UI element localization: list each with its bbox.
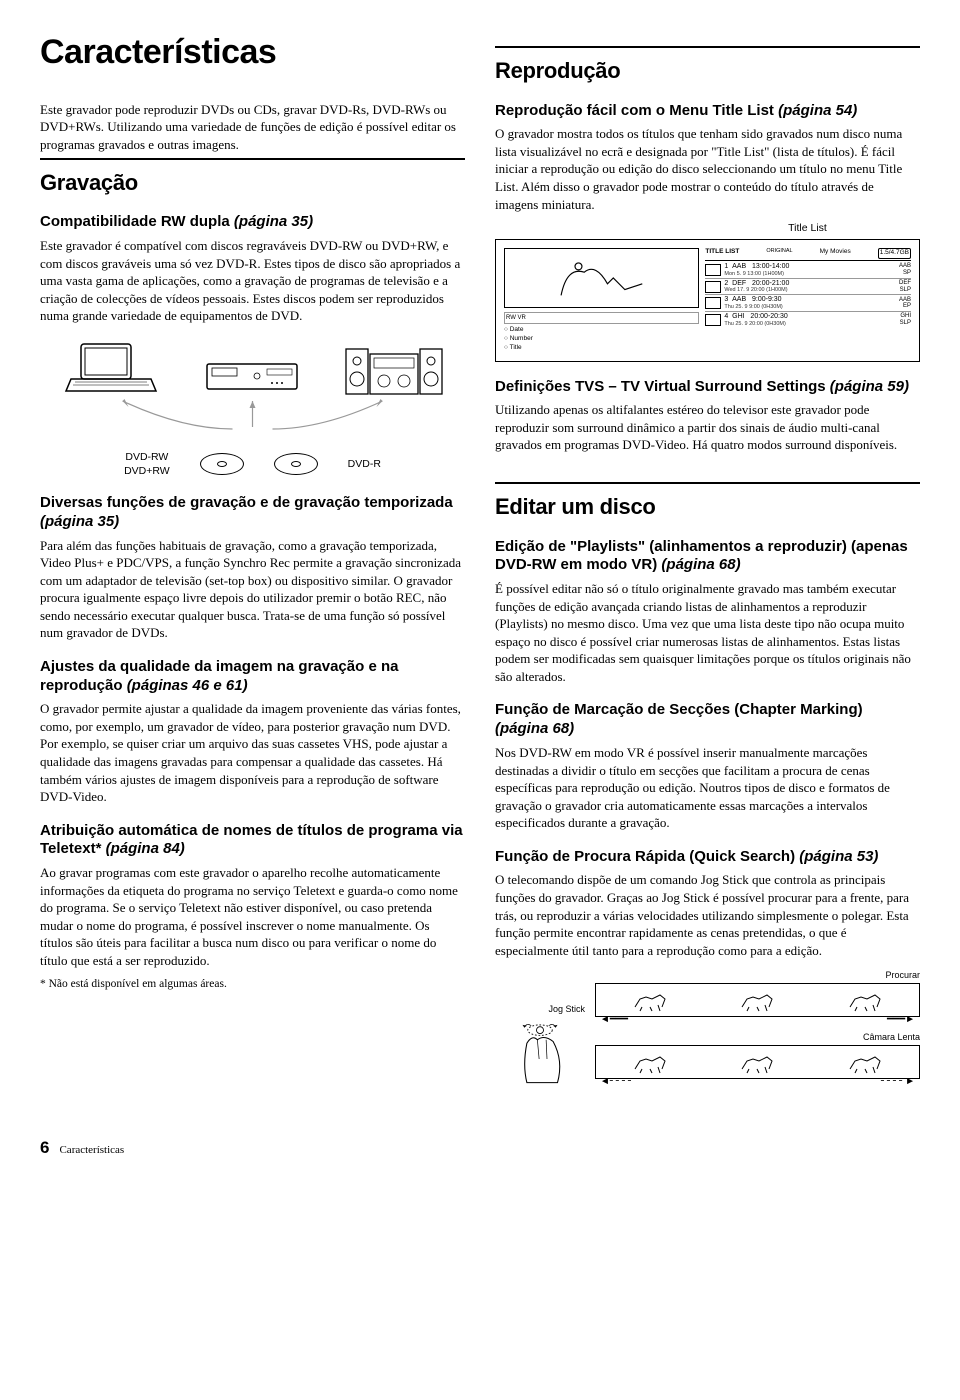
laptop-icon — [61, 339, 161, 399]
tvs-pageref: (página 59) — [830, 378, 909, 395]
left-column: Este gravador pode reproduzir DVDs ou CD… — [40, 196, 465, 1088]
horse-icon — [630, 987, 670, 1013]
teletext-title: Atribuição automática de nomes de título… — [40, 822, 463, 858]
editar-heading: Editar um disco — [495, 492, 920, 522]
tl-sort-date: ○ Date — [504, 326, 699, 335]
tl-row: 3 AAB 9:00-9:30 Thu 25. 9 9:00 (0H30M) A… — [705, 294, 911, 311]
diversas-subhead: Diversas funções de gravação e de gravaç… — [40, 494, 465, 532]
qualidade-subhead: Ajustes da qualidade da imagem na gravaç… — [40, 658, 465, 696]
tl-header-right: My Movies — [820, 248, 851, 259]
jog-right-col: Procurar ◄━━━ ━━━► Câmara Lenta ◄╴╴╴╴ ╴╴… — [595, 969, 920, 1087]
section-divider — [40, 158, 465, 160]
tl-main-thumb — [504, 248, 699, 308]
reproducao-heading: Reprodução — [495, 56, 920, 86]
tl-sort-title: ○ Title — [504, 344, 699, 353]
dvdr-label: DVD-R — [348, 457, 381, 471]
horse-icon — [630, 1049, 670, 1075]
camara-label: Câmara Lenta — [595, 1031, 920, 1043]
playlists-subhead: Edição de "Playlists" (alinhamentos a re… — [495, 538, 920, 576]
quick-body: O telecomando dispõe de um comando Jog S… — [495, 871, 920, 959]
title-list-label: Title List — [695, 221, 920, 235]
playlists-pageref: (página 68) — [661, 556, 740, 573]
right-column: Reprodução Reprodução fácil com o Menu T… — [495, 46, 920, 1088]
quick-subhead: Função de Procura Rápida (Quick Search) … — [495, 848, 920, 867]
facil-subhead: Reprodução fácil com o Menu Title List (… — [495, 102, 920, 121]
horse-icon — [845, 1049, 885, 1075]
tl-header-gb: 1.5/4.7GB — [878, 248, 911, 259]
section-divider — [495, 482, 920, 484]
compat-subhead: Compatibilidade RW dupla (página 35) — [40, 213, 465, 232]
procurar-box: ◄━━━ ━━━► — [595, 983, 920, 1017]
tl-row: 4 GHI 20:00-20:30 Thu 25. 9 20:00 (0H30M… — [705, 311, 911, 328]
horse-icon — [845, 987, 885, 1013]
hand-icon — [495, 1017, 585, 1087]
dvdplusrw-label: DVD+RW — [124, 464, 170, 478]
tl-rows-container: 1 AAB 13:00-14:00 Mon 5. 9 13:00 (1H00M)… — [705, 262, 911, 328]
facil-pageref: (página 54) — [778, 102, 857, 119]
teletext-pageref: (página 84) — [106, 840, 185, 857]
jog-hand-col: Jog Stick — [495, 1003, 585, 1087]
disc-arrows — [40, 399, 465, 434]
two-column-layout: Este gravador pode reproduzir DVDs ou CD… — [40, 196, 920, 1088]
dvd-recorder-icon — [202, 339, 302, 399]
horse-icon — [737, 1049, 777, 1075]
stereo-icon — [344, 339, 444, 399]
title-list-diagram: RW VR ○ Date ○ Number ○ Title TITLE LIST… — [495, 239, 920, 361]
devices-diagram — [40, 339, 465, 399]
tvs-title: Definições TVS – TV Virtual Surround Set… — [495, 378, 830, 395]
compat-body: Este gravador é compatível com discos re… — [40, 237, 465, 325]
tl-right-pane: TITLE LIST ORIGINAL My Movies 1.5/4.7GB … — [705, 248, 911, 352]
teletext-footnote: * Não está disponível em algumas áreas. — [40, 977, 465, 993]
tl-header-left: TITLE LIST — [705, 248, 739, 259]
tl-left-pane: RW VR ○ Date ○ Number ○ Title — [504, 248, 699, 352]
disc-icon-2 — [274, 453, 318, 475]
diversas-title: Diversas funções de gravação e de gravaç… — [40, 494, 453, 511]
gravacao-heading: Gravação — [40, 168, 465, 198]
disc-left-label: DVD-RW DVD+RW — [124, 450, 170, 478]
playlists-body: É possível editar não só o título origin… — [495, 580, 920, 685]
qualidade-pageref: (páginas 46 e 61) — [127, 677, 248, 694]
diversas-body: Para além das funções habituais de grava… — [40, 537, 465, 642]
chapter-pageref: (página 68) — [495, 720, 574, 737]
tl-row: 1 AAB 13:00-14:00 Mon 5. 9 13:00 (1H00M)… — [705, 262, 911, 278]
qualidade-body: O gravador permite ajustar a qualidade d… — [40, 700, 465, 805]
tl-sort-number: ○ Number — [504, 335, 699, 344]
tl-hint-box: RW VR — [504, 312, 699, 324]
tl-row: 2 DEF 20:00-21:00 Wed 17. 9 20:00 (1H00M… — [705, 278, 911, 295]
disc-labels: DVD-RW DVD+RW DVD-R — [40, 450, 465, 478]
page-number: 6 — [40, 1137, 49, 1160]
procurar-label: Procurar — [595, 969, 920, 981]
tvs-subhead: Definições TVS – TV Virtual Surround Set… — [495, 378, 920, 397]
teletext-subhead: Atribuição automática de nomes de título… — [40, 822, 465, 860]
quick-pageref: (página 53) — [799, 848, 878, 865]
compat-pageref: (página 35) — [234, 213, 313, 230]
compat-title: Compatibilidade RW dupla — [40, 213, 234, 230]
section-divider — [495, 46, 920, 48]
jog-diagram: Jog Stick Procurar — [495, 969, 920, 1087]
facil-title: Reprodução fácil com o Menu Title List — [495, 102, 778, 119]
horse-icon — [737, 987, 777, 1013]
dvdrw-label: DVD-RW — [124, 450, 170, 464]
intro-text: Este gravador pode reproduzir DVDs ou CD… — [40, 101, 465, 154]
chapter-title: Função de Marcação de Secções (Chapter M… — [495, 701, 863, 718]
facil-body: O gravador mostra todos os títulos que t… — [495, 125, 920, 213]
disc-icon-1 — [200, 453, 244, 475]
chapter-body: Nos DVD-RW em modo VR é possível inserir… — [495, 744, 920, 832]
diversas-pageref: (página 35) — [40, 513, 119, 530]
footer-text: Características — [59, 1143, 124, 1158]
chapter-subhead: Função de Marcação de Secções (Chapter M… — [495, 701, 920, 739]
teletext-body: Ao gravar programas com este gravador o … — [40, 864, 465, 969]
quick-title: Função de Procura Rápida (Quick Search) — [495, 848, 799, 865]
tl-header-orig: ORIGINAL — [766, 248, 792, 259]
camara-box: ◄╴╴╴╴ ╴╴╴╴► — [595, 1045, 920, 1079]
page-footer: 6 Características — [40, 1137, 920, 1160]
jog-stick-label: Jog Stick — [495, 1003, 585, 1015]
tvs-body: Utilizando apenas os altifalantes estére… — [495, 401, 920, 454]
